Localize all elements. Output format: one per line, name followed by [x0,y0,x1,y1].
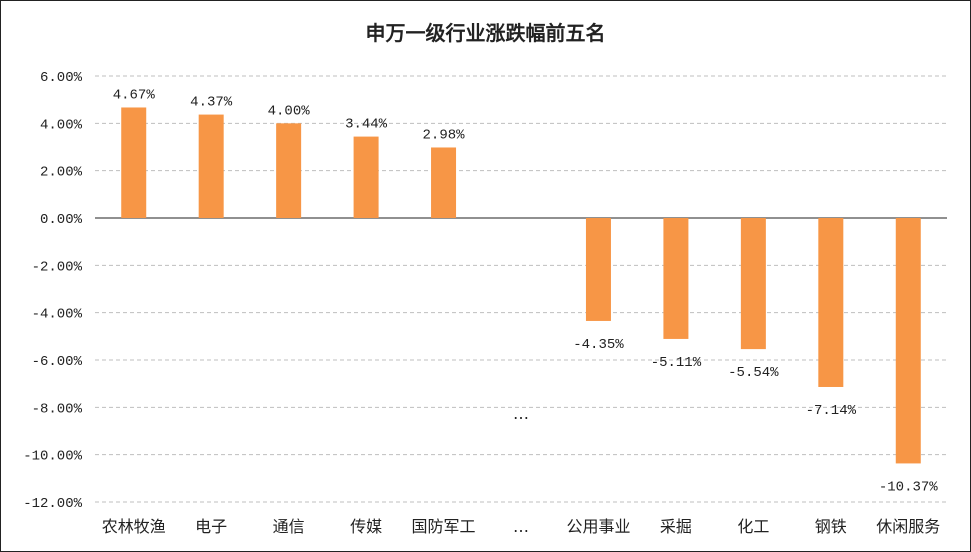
x-category-label: 采掘 [660,517,692,536]
x-category-label: 公用事业 [566,517,630,536]
y-tick-label: 4.00% [40,117,83,133]
y-tick-label: -6.00% [32,354,83,370]
x-category-label: 休闲服务 [876,517,940,536]
y-tick-label: -2.00% [32,259,83,275]
data-label: 3.44% [345,117,388,133]
bar [585,218,611,321]
y-tick-label: 2.00% [40,165,83,181]
bar [663,218,689,339]
y-tick-label: -8.00% [32,401,83,417]
y-tick-label: -4.00% [32,307,83,323]
x-category-label: 钢铁 [815,517,847,536]
bar [818,218,844,387]
data-label: -10.37% [879,479,938,495]
bar [353,136,379,218]
bar [121,107,147,218]
data-label: 2.98% [423,127,466,143]
x-category-label: 化工 [737,517,769,536]
chart-title: 申万一级行业涨跌幅前五名 [365,21,606,45]
data-label: -7.14% [806,403,857,419]
x-category-label: 通信 [273,517,305,536]
bar [895,218,921,464]
y-tick-label: -10.00% [23,449,82,465]
bar [740,218,766,350]
x-category-label: 传媒 [350,517,382,536]
data-label: 4.37% [190,95,233,111]
bar [198,114,224,218]
data-label: -4.35% [573,337,624,353]
data-label: -5.54% [728,365,779,381]
x-category-label: 农林牧渔 [102,517,166,536]
y-tick-label: -12.00% [23,496,82,512]
bar [276,123,302,218]
ellipsis-label: … [513,404,529,423]
data-label: -5.11% [651,355,702,371]
y-tick-label: 0.00% [40,212,83,228]
bar [431,147,457,218]
x-category-label: 国防军工 [412,517,476,536]
y-tick-label: 6.00% [40,70,83,86]
data-label: 4.00% [268,103,311,119]
data-label: 4.67% [113,87,156,103]
x-category-label: 电子 [195,517,227,536]
x-category-label: … [513,517,529,536]
